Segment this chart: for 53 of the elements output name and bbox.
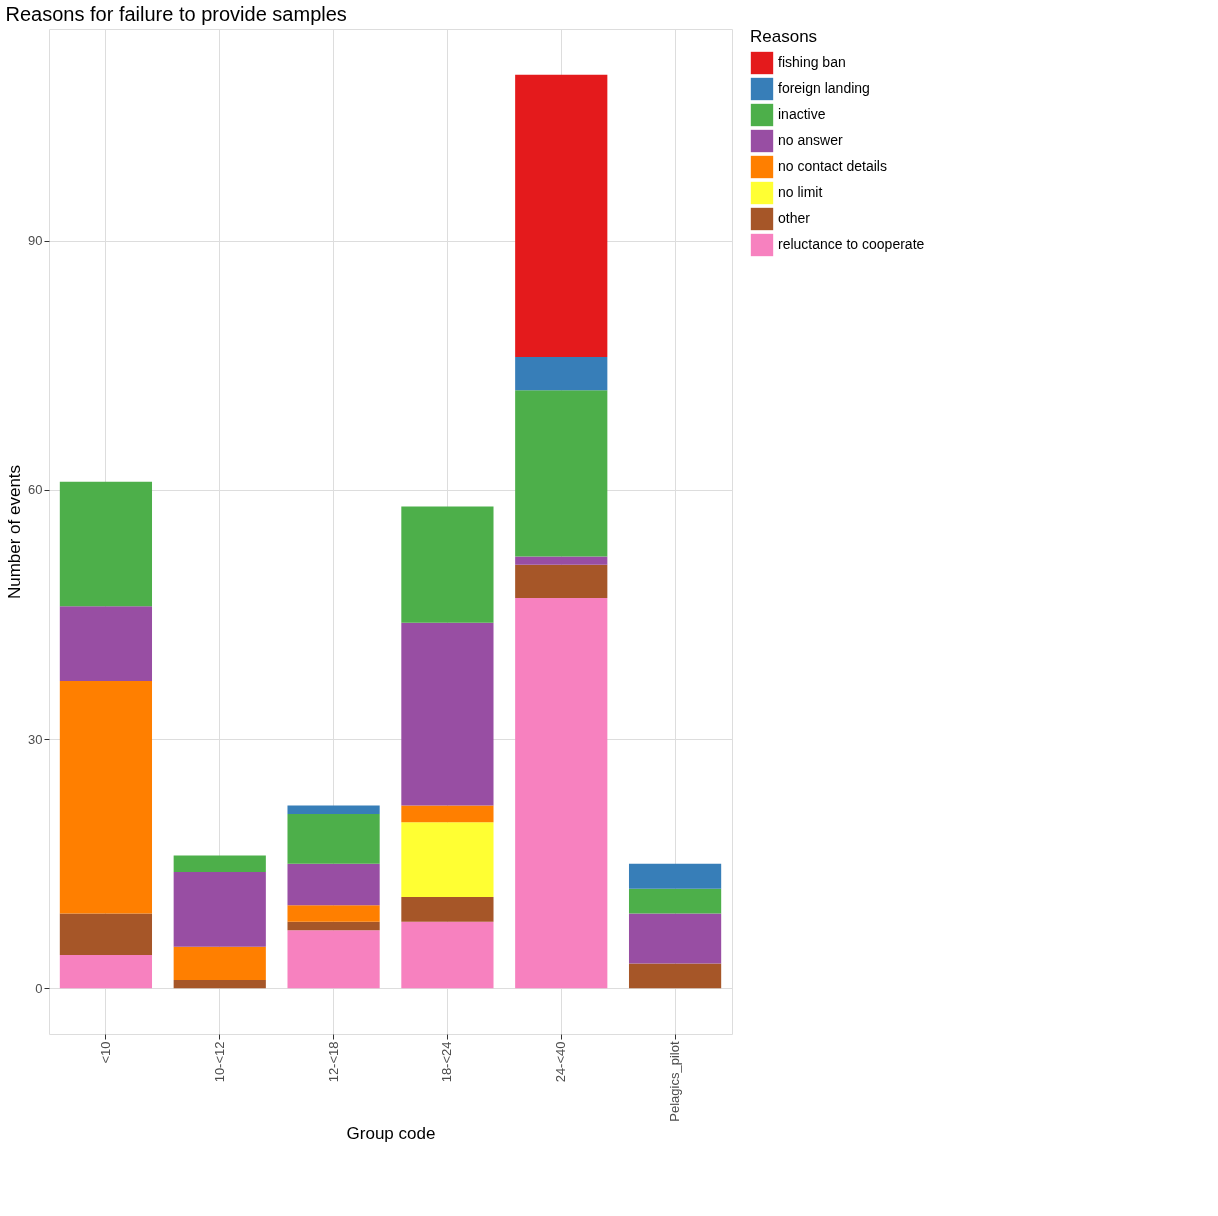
y-tick-label: 60	[28, 482, 43, 498]
legend-label: other	[778, 210, 811, 226]
bar	[401, 822, 494, 897]
y-tick-label: 90	[28, 233, 43, 249]
bar	[401, 805, 494, 823]
x-tick-label: 12-<18	[325, 1041, 341, 1083]
x-tick-label: Pelagics_pilot	[667, 1041, 683, 1122]
bar	[287, 863, 380, 906]
legend-label: foreign landing	[778, 80, 870, 96]
bar	[515, 556, 608, 565]
bar	[59, 913, 153, 956]
y-axis-title: Number of events	[5, 464, 25, 600]
bar	[287, 930, 380, 989]
bar	[287, 905, 380, 922]
bar	[515, 564, 608, 598]
x-tick-label: <10	[97, 1041, 113, 1064]
bar	[515, 357, 608, 391]
bar	[59, 481, 153, 607]
bar	[401, 506, 494, 623]
chart-title: Reasons for failure to provide samples	[5, 3, 347, 25]
bar	[59, 606, 153, 681]
bar	[287, 805, 380, 814]
bar	[401, 622, 494, 806]
bar	[628, 913, 722, 964]
legend-label: inactive	[778, 106, 826, 122]
bar	[628, 888, 722, 914]
bar	[173, 872, 266, 947]
legend-label: no answer	[778, 132, 843, 148]
y-tick-label: 0	[35, 980, 43, 996]
bar	[401, 921, 494, 989]
bar	[173, 855, 266, 873]
y-tick-label: 30	[28, 731, 43, 747]
x-tick-label: 24-<40	[553, 1041, 569, 1083]
bar	[515, 390, 608, 557]
bar	[287, 921, 380, 931]
legend-label: fishing ban	[778, 54, 846, 70]
bar	[515, 74, 608, 358]
bar	[59, 955, 153, 989]
x-tick-label: 18-<24	[439, 1041, 455, 1083]
legend-label: reluctance to cooperate	[778, 236, 925, 252]
x-axis-title: Group code	[346, 1123, 436, 1143]
bar	[628, 863, 722, 889]
bar	[59, 681, 153, 914]
bar	[173, 980, 266, 989]
bar	[628, 963, 722, 989]
bar	[515, 597, 608, 989]
bar	[401, 896, 494, 922]
bar	[287, 813, 380, 864]
legend-title: Reasons	[750, 27, 818, 46]
bar	[173, 946, 266, 981]
legend-label: no limit	[778, 184, 823, 200]
legend-label: no contact details	[778, 158, 887, 174]
x-tick-label: 10-<12	[211, 1041, 227, 1083]
